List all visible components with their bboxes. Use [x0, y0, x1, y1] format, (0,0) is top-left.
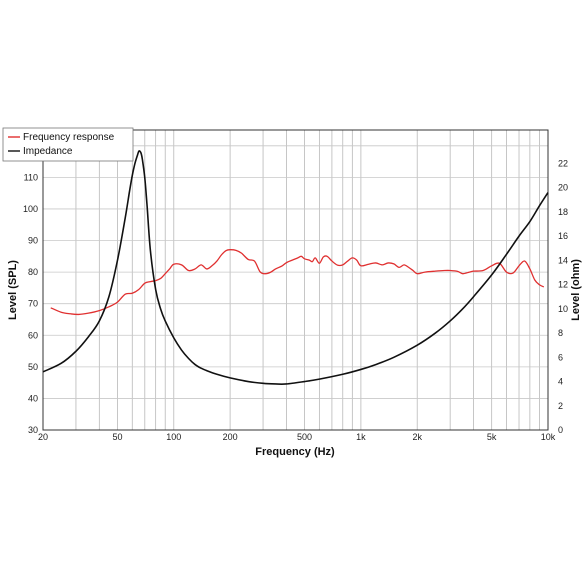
y2-tick-label: 6 — [558, 352, 563, 362]
plot-frame — [42, 129, 549, 431]
y-tick-label: 80 — [28, 267, 38, 277]
tick-labels: 20 50 100 200 500 1k 2k 5k 10k304050607080901001… — [23, 141, 568, 442]
y2-tick-label: 18 — [558, 207, 568, 217]
series-layer — [42, 150, 549, 385]
y2-tick-label: 20 — [558, 183, 568, 193]
y2-tick-label: 2 — [558, 401, 563, 411]
y-tick-label: 60 — [28, 330, 38, 340]
y2-axis-label: Level (ohm) — [570, 259, 582, 321]
legend-label-frequency-response: Frequency response — [23, 132, 115, 143]
y2-tick-label: 16 — [558, 231, 568, 241]
y-tick-label: 70 — [28, 299, 38, 309]
series-line-frequency-response — [50, 249, 545, 316]
x-tick-label: 20 — [38, 432, 48, 442]
x-tick-label: 500 — [297, 432, 312, 442]
legend: Frequency response Impedance — [2, 127, 134, 162]
legend-box — [2, 127, 134, 162]
y2-tick-label: 10 — [558, 304, 568, 314]
x-tick-label: 5k — [487, 432, 497, 442]
y-tick-label: 50 — [28, 362, 38, 372]
x-tick-label: 1k — [356, 432, 366, 442]
y2-tick-label: 12 — [558, 280, 568, 290]
x-tick-label: 50 — [112, 432, 122, 442]
x-tick-label: 10k — [541, 432, 556, 442]
y2-tick-label: 14 — [558, 255, 568, 265]
chart-grid — [43, 130, 548, 430]
x-tick-label: 100 — [166, 432, 181, 442]
y2-tick-label: 22 — [558, 158, 568, 168]
x-tick-label: 200 — [223, 432, 238, 442]
x-axis-label: Frequency (Hz) — [255, 446, 335, 458]
legend-label-impedance: Impedance — [23, 146, 73, 157]
y-tick-label: 110 — [24, 172, 38, 182]
y-tick-label: 40 — [28, 393, 38, 403]
y-tick-label: 90 — [28, 236, 38, 246]
y-tick-label: 100 — [23, 204, 38, 214]
y-tick-label: 30 — [28, 425, 38, 435]
y-axis-label: Level (SPL) — [7, 260, 19, 320]
x-tick-label: 2k — [412, 432, 422, 442]
y2-tick-label: 8 — [558, 328, 563, 338]
series-line-impedance — [42, 150, 549, 385]
y2-tick-label: 0 — [558, 425, 563, 435]
y2-tick-label: 4 — [558, 377, 563, 387]
